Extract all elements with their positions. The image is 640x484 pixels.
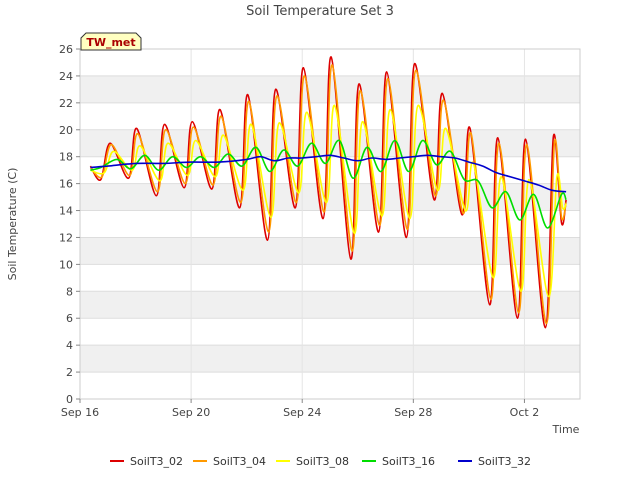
- x-tick-label: Sep 16: [61, 406, 99, 419]
- y-tick-label: 20: [59, 124, 73, 137]
- plot-area-frame: [79, 48, 581, 400]
- legend-label: SoilT3_08: [296, 455, 349, 468]
- y-tick-label: 22: [59, 97, 73, 110]
- y-tick-label: 8: [66, 285, 73, 298]
- series-line-soilt3_16: [90, 139, 567, 229]
- grid-band: [80, 210, 580, 238]
- y-tick-label: 18: [59, 151, 73, 164]
- legend-label: SoilT3_02: [130, 455, 183, 468]
- grid-band: [80, 264, 580, 292]
- series-line-soilt3_08: [90, 104, 567, 298]
- series-lines: [89, 56, 567, 329]
- grid-band: [80, 318, 580, 346]
- legend-item-soilt3_04: SoilT3_04: [193, 455, 266, 468]
- grid-band: [80, 291, 580, 319]
- legend-item-soilt3_32: SoilT3_32: [458, 455, 531, 468]
- y-tick-label: 0: [66, 393, 73, 406]
- grid-band: [80, 102, 580, 130]
- legend-label: SoilT3_04: [213, 455, 266, 468]
- grid-band: [80, 372, 580, 399]
- site-badge: TW_met: [80, 32, 142, 51]
- legend-item-soilt3_16: SoilT3_16: [362, 455, 435, 468]
- legend: SoilT3_02 SoilT3_04 SoilT3_08 SoilT3_16 Soil…: [110, 455, 531, 468]
- x-tick-label: Sep 24: [283, 406, 321, 419]
- site-badge-text: TW_met: [86, 36, 135, 49]
- grid-band: [80, 237, 580, 265]
- x-tick-label: Sep 20: [172, 406, 210, 419]
- legend-item-soilt3_02: SoilT3_02: [110, 455, 183, 468]
- y-tick-label: 16: [59, 178, 73, 191]
- x-axis-label: Time: [552, 423, 580, 436]
- legend-item-soilt3_08: SoilT3_08: [276, 455, 349, 468]
- y-tick-label: 26: [59, 43, 73, 56]
- site-badge-box: [80, 32, 142, 51]
- x-tick-label: Oct 2: [510, 406, 540, 419]
- y-tick-label: 14: [59, 205, 73, 218]
- chart-title: Soil Temperature Set 3: [246, 4, 394, 19]
- legend-label: SoilT3_32: [478, 455, 531, 468]
- grid-bands: [80, 49, 580, 399]
- legend-label: SoilT3_16: [382, 455, 435, 468]
- series-line-soilt3_32: [90, 154, 567, 193]
- grid-band: [80, 345, 580, 373]
- x-axis-ticks: Sep 16 Sep 20 Sep 24 Sep 28 Oct 2: [61, 399, 539, 419]
- y-tick-label: 12: [59, 231, 73, 244]
- y-tick-label: 10: [59, 258, 73, 271]
- y-tick-label: 6: [66, 312, 73, 325]
- x-tick-label: Sep 28: [394, 406, 432, 419]
- y-axis-label: Soil Temperature (C): [6, 168, 19, 281]
- y-tick-label: 2: [66, 366, 73, 379]
- y-tick-label: 4: [66, 339, 73, 352]
- y-tick-label: 24: [59, 70, 73, 83]
- grid-band: [80, 183, 580, 211]
